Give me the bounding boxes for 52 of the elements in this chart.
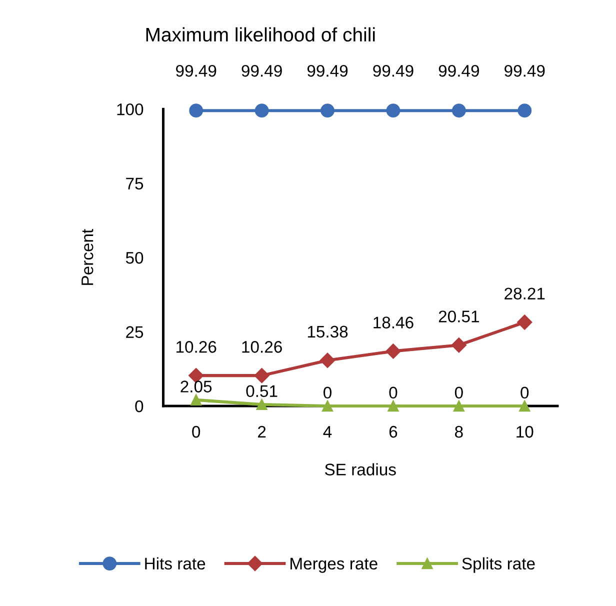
data-label: 99.49 <box>504 64 545 77</box>
point <box>452 104 466 118</box>
point <box>388 400 399 412</box>
legend-label: Hits rate <box>145 557 206 570</box>
data-label: 99.49 <box>307 64 348 77</box>
data-label: 99.49 <box>176 64 216 77</box>
data-label: 0 <box>520 386 529 399</box>
y-tick-label: 50 <box>126 252 144 264</box>
data-label: 99.49 <box>373 64 414 77</box>
data-label: 99.49 <box>242 64 282 77</box>
point <box>517 314 532 330</box>
data-label: 10.26 <box>242 341 282 353</box>
y-tick-label: 0 <box>135 400 144 412</box>
point <box>189 104 204 118</box>
data-label: 15.38 <box>308 326 348 338</box>
data-label: 28.21 <box>504 288 545 300</box>
data-label: 0 <box>324 386 332 399</box>
data-label: 0 <box>454 386 463 399</box>
data-label: 99.49 <box>438 64 479 77</box>
x-tick-label: 10 <box>516 426 534 438</box>
point <box>386 344 401 359</box>
point <box>451 338 466 353</box>
point <box>256 398 268 410</box>
data-label: 10.26 <box>176 341 216 353</box>
point <box>320 104 334 118</box>
point <box>519 400 530 412</box>
data-label: 18.46 <box>374 316 414 328</box>
point <box>453 400 464 412</box>
data-label: 2.05 <box>180 380 212 392</box>
point <box>190 394 202 406</box>
x-tick-label: 4 <box>323 426 332 438</box>
data-label: 0.51 <box>246 385 278 398</box>
x-tick-label: 0 <box>192 426 200 438</box>
data-label: 20.51 <box>438 310 479 322</box>
chart-title: Maximum likelihood of chili <box>146 27 375 42</box>
x-tick-label: 8 <box>455 426 463 438</box>
point <box>254 104 269 118</box>
x-tick-label: 6 <box>389 426 398 438</box>
point <box>322 400 334 412</box>
point <box>320 352 336 368</box>
point <box>518 104 532 118</box>
y-tick-label: 25 <box>126 326 144 338</box>
y-axis-title: Percent <box>82 228 94 285</box>
point <box>386 104 400 118</box>
x-tick-label: 2 <box>258 426 266 438</box>
y-tick-label: 100 <box>117 103 144 116</box>
legend-label: Splits rate <box>462 557 535 573</box>
legend-label: Merges rate <box>290 558 378 573</box>
data-label: 0 <box>389 386 398 399</box>
point <box>254 368 270 384</box>
x-axis-title: SE radius <box>324 463 396 476</box>
y-tick-label: 75 <box>126 178 144 190</box>
